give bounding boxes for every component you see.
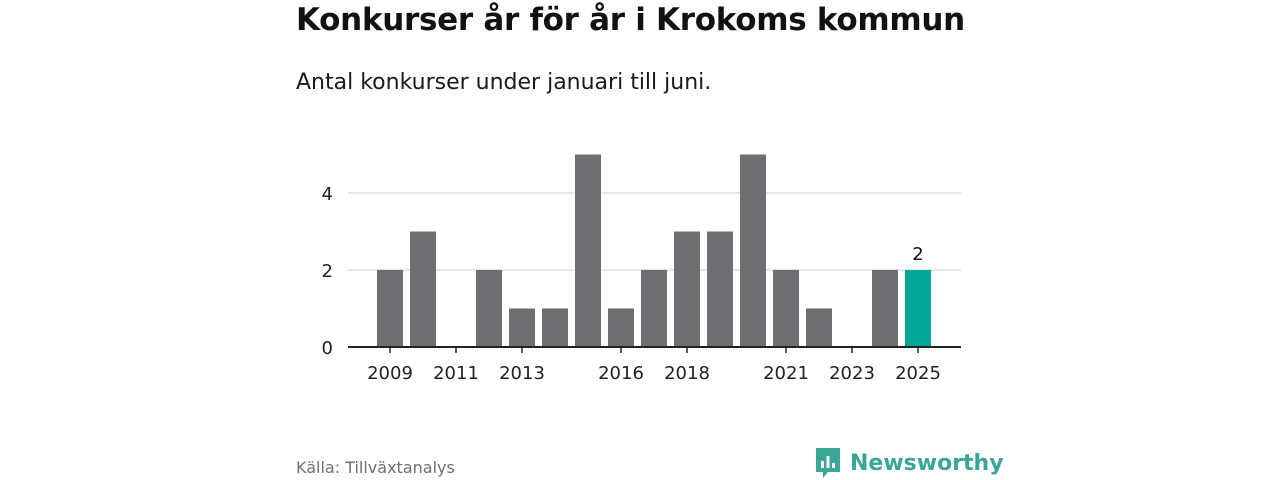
bar-2021 bbox=[773, 270, 799, 347]
bars bbox=[377, 154, 931, 347]
x-tick-label: 2023 bbox=[829, 363, 875, 384]
x-tick-label: 2025 bbox=[895, 363, 941, 384]
x-tick-label: 2018 bbox=[664, 363, 710, 384]
y-tick-label: 0 bbox=[322, 338, 333, 359]
bar-chart: 0 2 4 2009 2011 2013 2016 2018 2021 2023 2025 2 bbox=[322, 154, 961, 384]
x-tick-label: 2011 bbox=[433, 363, 479, 384]
bar-2022 bbox=[806, 308, 832, 347]
bar-2015 bbox=[575, 154, 601, 347]
bar-2009 bbox=[377, 270, 403, 347]
bar-2017 bbox=[641, 270, 667, 347]
y-axis-ticks: 0 2 4 bbox=[322, 184, 333, 359]
bar-2010 bbox=[410, 231, 436, 347]
data-labels: 2 bbox=[912, 244, 923, 265]
y-tick-label: 2 bbox=[322, 261, 333, 282]
bar-2012 bbox=[476, 270, 502, 347]
x-axis-ticks: 2009 2011 2013 2016 2018 2021 2023 2025 bbox=[367, 347, 941, 384]
brand-logo: Newsworthy bbox=[814, 446, 1004, 480]
bar-2019 bbox=[707, 231, 733, 347]
source-note: Källa: Tillväxtanalys bbox=[296, 458, 455, 477]
bar-2020 bbox=[740, 154, 766, 347]
chart-subtitle: Antal konkurser under januari till juni. bbox=[296, 70, 712, 95]
bar-2024 bbox=[872, 270, 898, 347]
gridlines bbox=[348, 192, 961, 271]
chart-title: Konkurser år för år i Krokoms kommun bbox=[296, 2, 965, 38]
bar-2014 bbox=[542, 308, 568, 347]
y-tick-label: 4 bbox=[322, 184, 333, 205]
x-tick-label: 2009 bbox=[367, 363, 413, 384]
bar-2018 bbox=[674, 231, 700, 347]
x-tick-label: 2016 bbox=[598, 363, 644, 384]
newsworthy-logo-icon bbox=[816, 448, 840, 478]
bar-2016 bbox=[608, 308, 634, 347]
x-tick-label: 2013 bbox=[499, 363, 545, 384]
data-label-2025: 2 bbox=[912, 244, 923, 265]
brand-name: Newsworthy bbox=[850, 450, 1004, 476]
x-tick-label: 2021 bbox=[763, 363, 809, 384]
bar-2013 bbox=[509, 308, 535, 347]
bar-2025 bbox=[905, 270, 931, 347]
